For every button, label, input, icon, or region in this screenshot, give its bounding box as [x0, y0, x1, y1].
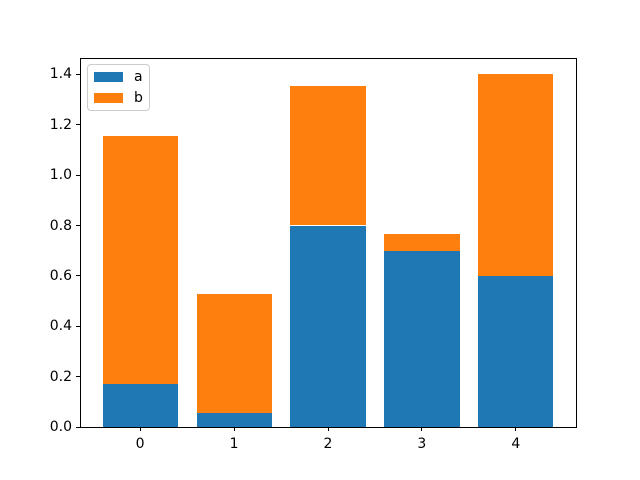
- y-tick-mark: [76, 174, 80, 176]
- legend-label-b: b: [134, 90, 143, 106]
- y-tick-mark: [76, 73, 80, 75]
- bar-segment-b-1: [196, 293, 272, 414]
- y-tick-label: 1.4: [49, 66, 72, 83]
- bar-segment-a-1: [196, 413, 272, 427]
- y-tick-label: 0.6: [49, 267, 72, 284]
- bar-segment-a-0: [102, 384, 178, 427]
- y-tick-mark: [76, 426, 80, 428]
- y-tick-mark: [76, 124, 80, 126]
- x-tick-label: 4: [511, 436, 521, 452]
- y-tick-mark: [76, 325, 80, 327]
- legend-label-a: a: [134, 69, 143, 85]
- x-tick-label: 2: [323, 436, 333, 452]
- y-tick-label: 1.0: [49, 167, 72, 184]
- x-tick-label: 3: [417, 436, 427, 452]
- legend-swatch-a: [94, 72, 123, 82]
- bar-segment-b-2: [290, 85, 366, 226]
- y-tick-label: 0.8: [49, 217, 72, 234]
- legend-swatch-b: [94, 93, 123, 103]
- x-tick-label: 0: [135, 436, 145, 452]
- x-tick-mark: [515, 427, 517, 431]
- x-tick-mark: [139, 427, 141, 431]
- legend-entry-a: a: [94, 70, 143, 84]
- bar-segment-a-3: [384, 250, 460, 427]
- x-tick-label: 1: [229, 436, 239, 452]
- y-tick-mark: [76, 376, 80, 378]
- x-tick-mark: [233, 427, 235, 431]
- bar-segment-b-4: [478, 74, 554, 276]
- y-tick-mark: [76, 275, 80, 277]
- y-tick-label: 1.2: [49, 116, 72, 133]
- y-tick-label: 0.4: [49, 318, 72, 335]
- bar-segment-a-4: [478, 275, 554, 427]
- bar-segment-a-2: [290, 225, 366, 427]
- bar-segment-b-0: [102, 136, 178, 385]
- y-tick-label: 0.0: [49, 419, 72, 435]
- bar-segment-b-3: [384, 234, 460, 251]
- x-tick-mark: [421, 427, 423, 431]
- legend-entry-b: b: [94, 91, 143, 105]
- y-tick-mark: [76, 225, 80, 226]
- y-tick-label: 0.2: [49, 368, 72, 385]
- x-tick-mark: [327, 427, 329, 431]
